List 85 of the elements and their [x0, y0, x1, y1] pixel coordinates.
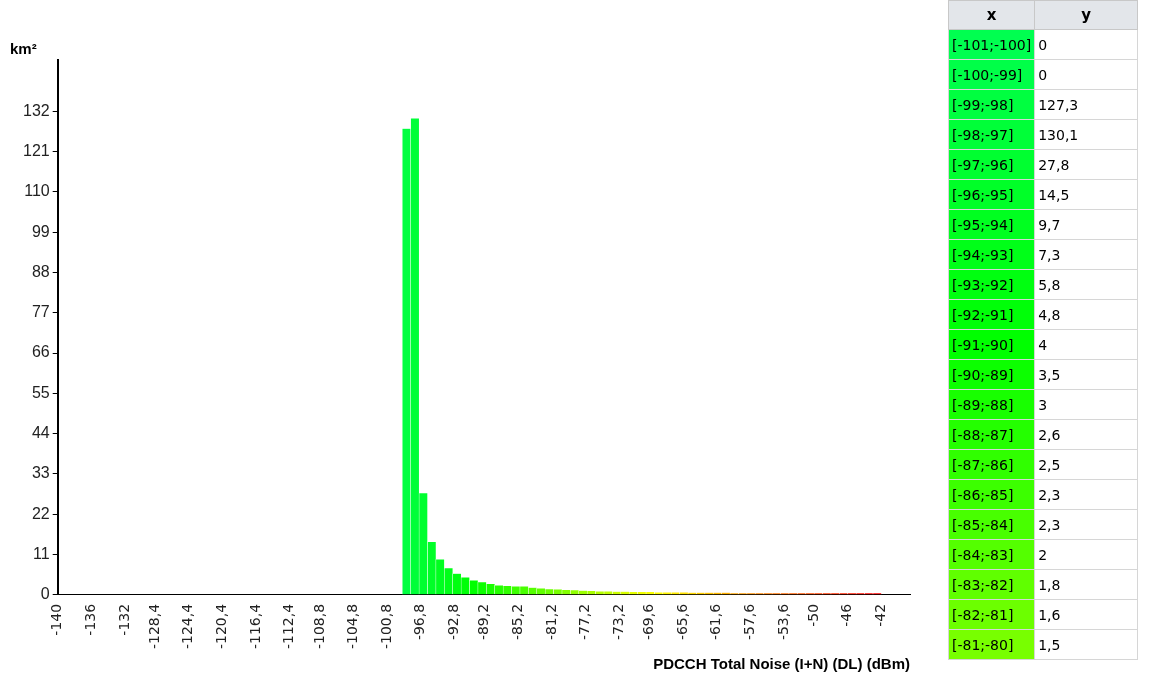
- text: 0: [1034, 29, 1138, 60]
- x-tick-label: -77,2: [576, 603, 593, 641]
- text: [-90;-89]: [948, 359, 1035, 390]
- x-tick-label: -136: [81, 603, 98, 636]
- text: 5,8: [1034, 269, 1138, 300]
- x-tick-label: -81,2: [542, 603, 559, 641]
- text: [-82;-81]: [948, 599, 1035, 630]
- text: 4,8: [1034, 299, 1138, 330]
- y-tick-label: 44: [31, 424, 50, 442]
- y-tick-label: 77: [31, 303, 50, 321]
- text: 2: [1034, 539, 1138, 570]
- x-axis-title: PDCCH Total Noise (I+N) (DL) (dBm): [653, 655, 910, 673]
- text: 9,7: [1034, 209, 1138, 240]
- text: [-98;-97]: [948, 119, 1035, 150]
- y-tick-label: 121: [22, 141, 50, 159]
- x-tick-label: -53,6: [774, 603, 791, 641]
- text: 2,6: [1034, 419, 1138, 450]
- x-tick-label: -96,8: [411, 603, 428, 641]
- text: 2,5: [1034, 449, 1138, 480]
- text: [-97;-96]: [948, 149, 1035, 180]
- text: [-87;-86]: [948, 449, 1035, 480]
- text: 27,8: [1034, 149, 1138, 180]
- text: 0: [1034, 59, 1138, 90]
- x-tick-label: -69,6: [640, 603, 657, 641]
- x-tick-label: -85,2: [508, 603, 525, 641]
- text: [-81;-80]: [948, 629, 1035, 660]
- x-tick-label: -112,4: [280, 603, 297, 650]
- text: 7,3: [1034, 239, 1138, 270]
- text: [-96;-95]: [948, 179, 1035, 210]
- text: [-86;-85]: [948, 479, 1035, 510]
- x-tick-label: -124,4: [179, 603, 196, 650]
- x-tick-label: -128,4: [145, 603, 162, 650]
- text: 3: [1034, 389, 1138, 420]
- text: 4: [1034, 329, 1138, 360]
- y-tick-label: 55: [31, 383, 50, 401]
- text: [-88;-87]: [948, 419, 1035, 450]
- text: 1,6: [1034, 599, 1138, 630]
- text: 2,3: [1034, 479, 1138, 510]
- text: 130,1: [1034, 119, 1138, 150]
- x-tick-label: -108,8: [310, 603, 327, 650]
- text: 2,3: [1034, 509, 1138, 540]
- x-tick-label: -46: [838, 603, 855, 627]
- x-tick-label: -61,6: [707, 603, 724, 641]
- text: y: [1034, 0, 1138, 30]
- x-tick-label: -50: [804, 603, 821, 627]
- x-tick-label: -100,8: [377, 603, 394, 650]
- y-tick-label: 88: [31, 262, 50, 280]
- text: [-83;-82]: [948, 569, 1035, 600]
- text: [-101;-100]: [948, 29, 1035, 60]
- y-tick-label: 22: [31, 504, 50, 522]
- y-tick-label: 0: [40, 585, 50, 603]
- x-tick-label: -42: [872, 603, 889, 627]
- text: [-93;-92]: [948, 269, 1035, 300]
- text: [-94;-93]: [948, 239, 1035, 270]
- text: 1,8: [1034, 569, 1138, 600]
- y-tick-label: 66: [31, 343, 50, 361]
- y-tick-label: 110: [24, 182, 50, 200]
- x-tick-label: -57,6: [740, 603, 757, 641]
- text: x: [948, 0, 1035, 30]
- text: 14,5: [1034, 179, 1138, 210]
- text: [-84;-83]: [948, 539, 1035, 570]
- text: [-100;-99]: [948, 59, 1035, 90]
- y-axis-title: km²: [10, 40, 37, 58]
- x-tick-label: -92,8: [445, 603, 462, 641]
- text: 127,3: [1034, 89, 1138, 120]
- x-tick-label: -120,4: [213, 603, 230, 650]
- x-tick-label: -65,6: [673, 603, 690, 641]
- x-tick-label: -116,4: [246, 603, 263, 650]
- y-tick-label: 132: [22, 101, 50, 119]
- text: [-85;-84]: [948, 509, 1035, 540]
- text: [-91;-90]: [948, 329, 1035, 360]
- x-tick-label: -89,2: [475, 603, 492, 641]
- text: 1,5: [1034, 629, 1138, 660]
- x-tick-label: -140: [48, 603, 65, 636]
- text: [-99;-98]: [948, 89, 1035, 120]
- text: 3,5: [1034, 359, 1138, 390]
- text: [-92;-91]: [948, 299, 1035, 330]
- text: [-95;-94]: [948, 209, 1035, 240]
- x-tick-label: -132: [115, 603, 132, 636]
- text: [-89;-88]: [948, 389, 1035, 420]
- y-tick-label: 11: [33, 544, 50, 562]
- x-tick-label: -104,8: [344, 603, 361, 650]
- y-tick-label: 99: [31, 222, 50, 240]
- y-tick-label: 33: [31, 464, 50, 482]
- x-tick-label: -73,2: [609, 603, 626, 641]
